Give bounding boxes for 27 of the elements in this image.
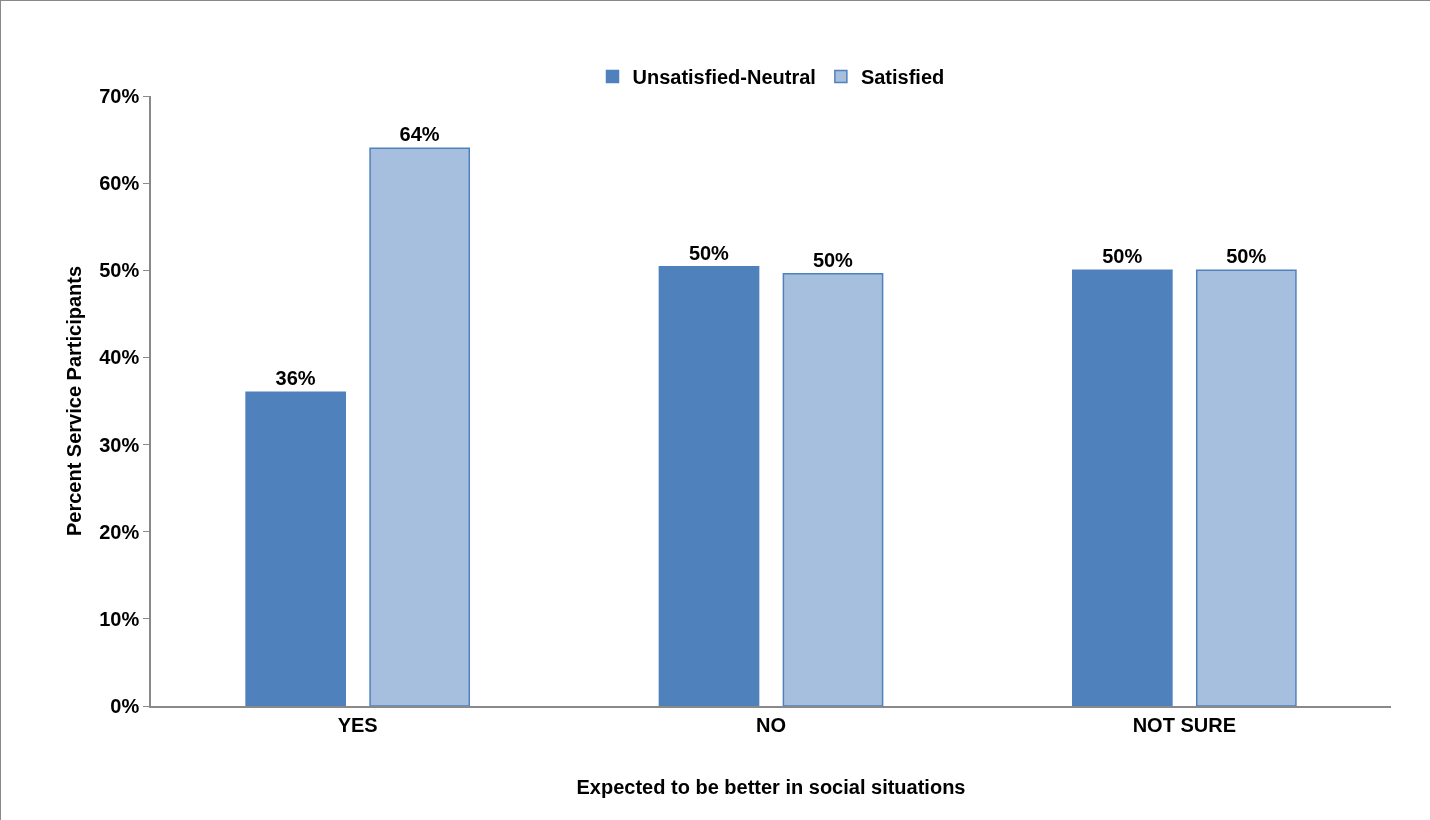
bar [369, 147, 471, 706]
x-tick-label: NO [756, 713, 786, 736]
data-label: 36% [275, 367, 316, 390]
y-tick-label: 50% [99, 259, 140, 282]
data-label: 50% [812, 248, 854, 271]
bar [245, 391, 347, 706]
bar [1071, 269, 1173, 706]
y-tick-label: 30% [99, 433, 140, 456]
y-axis-title: Percent Service Participants [63, 265, 86, 537]
data-label: 50% [1226, 245, 1267, 268]
bar [782, 273, 884, 706]
x-tick-label: NOT SURE [1132, 713, 1236, 736]
bar [658, 266, 760, 706]
data-label: 50% [1102, 245, 1143, 268]
legend-label: Satisfied [860, 66, 945, 89]
y-tick-label: 20% [99, 520, 140, 543]
y-tick-label: 0% [110, 695, 140, 717]
data-label: 50% [688, 241, 730, 264]
y-tick-label: 60% [99, 172, 140, 195]
bar [1195, 269, 1297, 706]
x-tick-label: YES [337, 713, 378, 736]
x-axis-title: Expected to be better in social situations [576, 775, 966, 798]
data-label: 64% [399, 123, 440, 146]
y-tick-label: 40% [99, 346, 140, 369]
legend-label: Unsatisfied-Neutral [632, 66, 816, 89]
y-tick-label: 10% [99, 607, 140, 630]
y-tick-label: 70% [99, 85, 140, 107]
